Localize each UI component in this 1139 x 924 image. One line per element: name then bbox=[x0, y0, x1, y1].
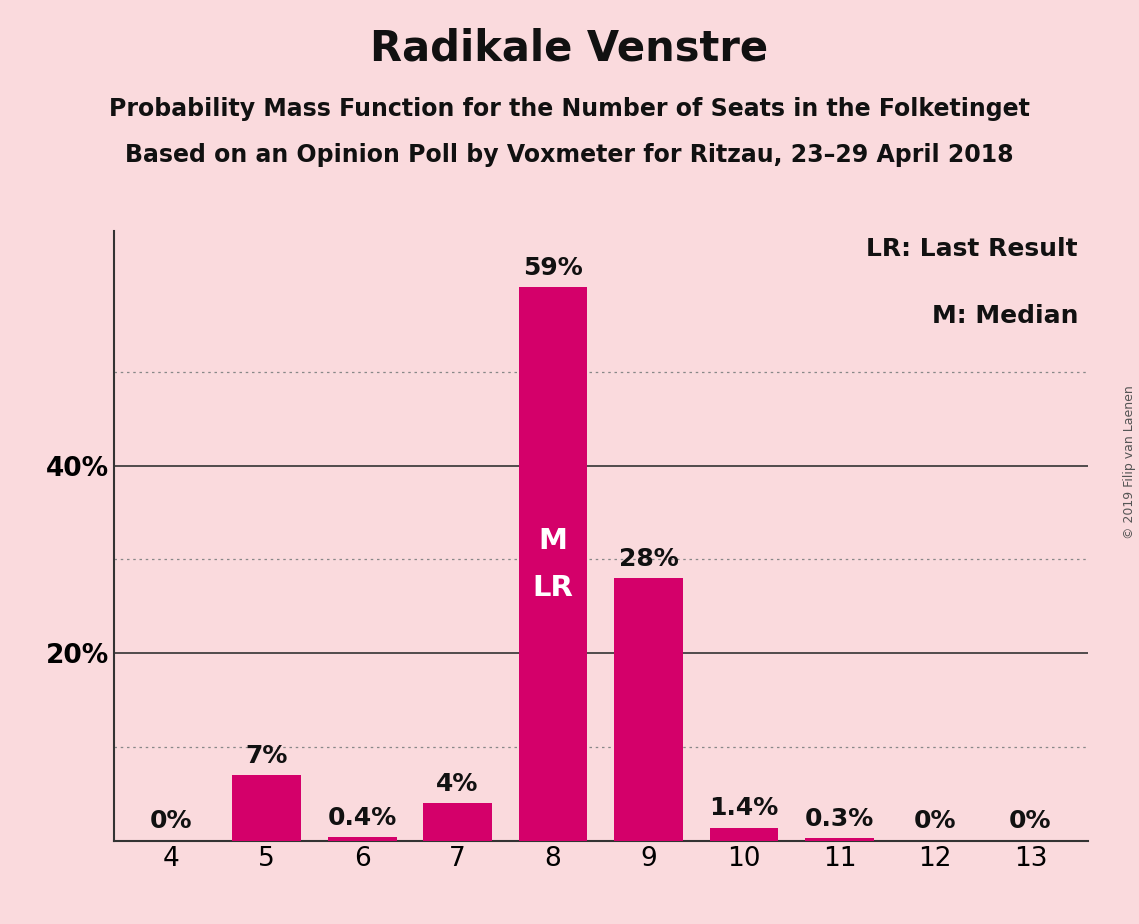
Bar bbox=[614, 578, 683, 841]
Text: M: M bbox=[539, 527, 567, 554]
Text: 59%: 59% bbox=[523, 256, 583, 280]
Text: Radikale Venstre: Radikale Venstre bbox=[370, 28, 769, 69]
Text: 28%: 28% bbox=[618, 547, 679, 571]
Text: LR: Last Result: LR: Last Result bbox=[867, 237, 1077, 261]
Bar bbox=[424, 803, 492, 841]
Text: 0%: 0% bbox=[150, 809, 192, 833]
Text: M: Median: M: Median bbox=[932, 304, 1077, 328]
Text: 4%: 4% bbox=[436, 772, 478, 796]
Text: © 2019 Filip van Laenen: © 2019 Filip van Laenen bbox=[1123, 385, 1137, 539]
Text: 0.4%: 0.4% bbox=[328, 806, 396, 830]
Bar bbox=[518, 287, 588, 841]
Text: 0%: 0% bbox=[1009, 809, 1051, 833]
Bar bbox=[232, 775, 301, 841]
Text: 7%: 7% bbox=[246, 744, 288, 768]
Text: LR: LR bbox=[533, 574, 574, 602]
Text: 1.4%: 1.4% bbox=[710, 796, 779, 821]
Text: Based on an Opinion Poll by Voxmeter for Ritzau, 23–29 April 2018: Based on an Opinion Poll by Voxmeter for… bbox=[125, 143, 1014, 167]
Bar bbox=[710, 828, 778, 841]
Text: Probability Mass Function for the Number of Seats in the Folketinget: Probability Mass Function for the Number… bbox=[109, 97, 1030, 121]
Text: 0.3%: 0.3% bbox=[805, 807, 874, 831]
Text: 0%: 0% bbox=[913, 809, 957, 833]
Bar bbox=[328, 837, 396, 841]
Bar bbox=[805, 838, 874, 841]
